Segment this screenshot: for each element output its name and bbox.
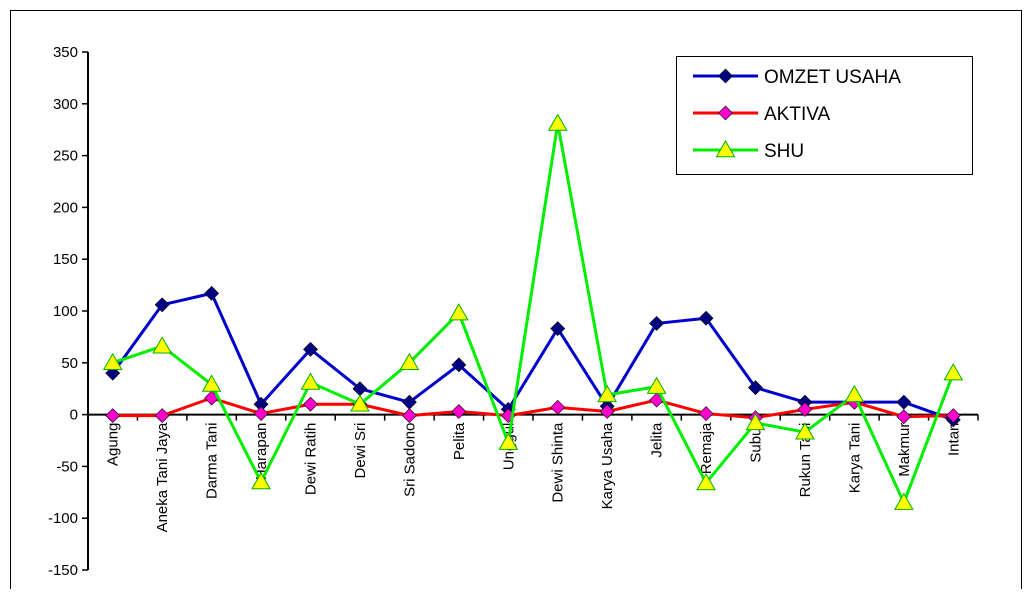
series-layer: [102, 113, 964, 510]
x-category-label: Agung: [105, 423, 122, 466]
y-tick-label: 0: [70, 407, 78, 424]
data-point-omzet-usaha: [303, 341, 318, 357]
legend-swatch-marker: [715, 139, 736, 158]
x-category-label: Pelita: [451, 422, 468, 460]
legend-item-omzet-usaha: OMZET USAHA: [693, 67, 901, 88]
y-tick-label: -50: [56, 458, 78, 475]
y-tick-label: -100: [48, 510, 78, 527]
data-point-aktiva: [401, 408, 417, 424]
data-point-shu: [943, 363, 964, 381]
legend-swatch-marker: [718, 105, 733, 121]
data-point-aktiva: [896, 409, 912, 425]
data-point-aktiva: [303, 396, 318, 412]
y-tick-label: 150: [53, 251, 78, 268]
y-tick-label: 350: [53, 44, 78, 61]
data-point-aktiva: [945, 408, 961, 424]
y-tick-label: 300: [53, 96, 78, 113]
data-point-omzet-usaha: [204, 285, 220, 301]
data-point-aktiva: [105, 408, 121, 424]
y-tick-label: 100: [53, 303, 78, 320]
x-category-label: Dewi Sri: [352, 423, 369, 479]
legend-item-aktiva: AKTIVA: [693, 104, 830, 125]
data-point-shu: [646, 376, 667, 394]
x-category-label: Subur: [748, 423, 765, 463]
data-point-shu: [399, 352, 420, 371]
data-point-aktiva: [253, 406, 269, 421]
x-category-label: Makmur: [896, 423, 913, 477]
data-point-shu: [844, 384, 865, 403]
x-category-label: Jelita: [649, 422, 666, 458]
data-point-aktiva: [451, 404, 467, 419]
data-point-aktiva: [797, 401, 813, 417]
data-point-shu: [498, 432, 519, 450]
x-category-label: Sri Sadono: [401, 423, 418, 497]
data-point-aktiva: [599, 404, 615, 419]
data-point-shu: [300, 372, 321, 390]
x-category-label: Harapan: [253, 423, 270, 481]
data-point-shu: [696, 472, 716, 491]
x-category-label: Dewi Shinta: [550, 422, 567, 503]
legend-label: AKTIVA: [764, 104, 830, 125]
data-point-shu: [893, 492, 914, 510]
data-point-omzet-usaha: [154, 297, 170, 313]
series-line-omzet-usaha: [111, 291, 954, 422]
data-point-omzet-usaha: [451, 357, 467, 373]
data-point-shu: [201, 374, 222, 392]
data-point-shu: [795, 422, 815, 440]
data-point-shu: [597, 384, 618, 403]
data-point-omzet-usaha: [649, 316, 665, 331]
x-category-label: Karya Usaha: [599, 422, 616, 509]
axes: 350 300 250 200 150 100 50 0 -50 -100 -150 Agung Ane…: [48, 44, 979, 579]
series-shu: [102, 113, 964, 510]
x-category-label: Dewi Ratih: [303, 423, 320, 496]
x-category-label: Darma Tani: [204, 423, 221, 499]
data-point-omzet-usaha: [550, 321, 566, 337]
data-point-aktiva: [698, 406, 714, 421]
data-point-shu: [350, 394, 370, 412]
legend-item-shu: SHU: [693, 139, 804, 162]
legend-label: OMZET USAHA: [764, 67, 901, 88]
data-point-shu: [152, 336, 173, 354]
data-point-aktiva: [550, 399, 566, 415]
y-tick-label: 250: [53, 148, 78, 165]
series-line-shu: [112, 121, 955, 505]
series-line-aktiva: [112, 396, 954, 420]
data-point-omzet-usaha: [698, 310, 714, 326]
data-point-shu: [745, 412, 766, 431]
data-point-shu: [102, 352, 123, 371]
data-point-aktiva: [154, 408, 170, 424]
data-point-omzet-usaha: [896, 394, 912, 410]
x-category-label: Rukun Tani: [797, 423, 814, 498]
y-tick-label: 200: [53, 199, 78, 216]
x-category-label: Remaja: [698, 422, 715, 474]
y-tick-label: -150: [48, 562, 78, 579]
x-category-label: Intan: [945, 423, 962, 456]
x-category-label: Aneka Tani Jaya: [154, 422, 171, 532]
legend: OMZET USAHA AKTIVA SHU: [676, 56, 973, 175]
legend-label: SHU: [764, 141, 804, 162]
data-point-omzet-usaha: [748, 380, 763, 396]
data-point-shu: [251, 471, 271, 490]
x-category-label: Karya Tani: [846, 423, 863, 494]
y-tick-label: 50: [61, 355, 78, 372]
data-point-shu: [448, 303, 469, 321]
data-point-shu: [547, 113, 568, 131]
legend-swatch-marker: [718, 68, 733, 84]
